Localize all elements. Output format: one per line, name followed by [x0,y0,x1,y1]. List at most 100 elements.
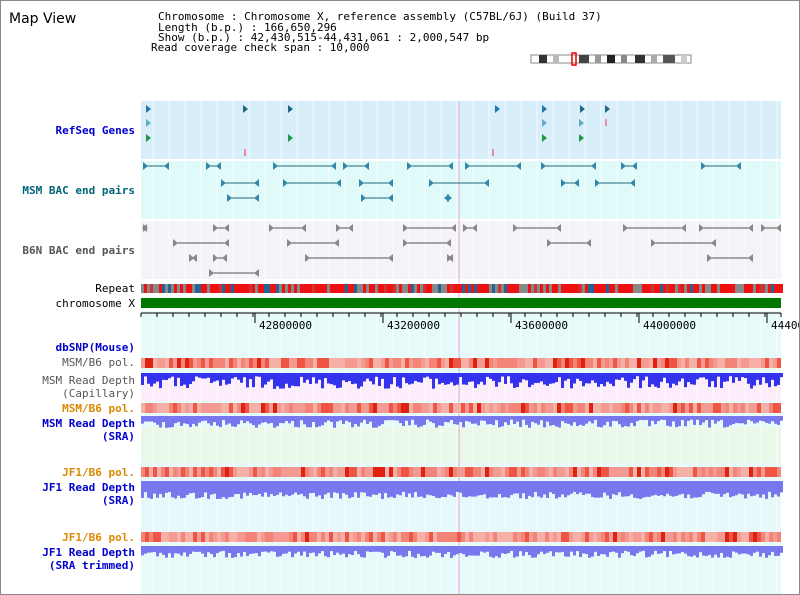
polymorphism-cell [493,358,497,368]
depth-bar [282,481,285,497]
polymorphism-cell [557,403,561,413]
depth-bar [561,373,564,389]
repeat-segment [663,284,666,293]
repeat-segment [462,284,465,293]
depth-bar [468,546,471,556]
depth-bar [714,546,717,555]
bac-end-mark [465,162,470,170]
depth-bar [696,546,699,558]
polymorphism-cell [217,358,221,368]
polymorphism-cell [145,358,149,368]
polymorphism-cell [517,403,521,413]
depth-bar [387,416,390,421]
polymorphism-cell [425,532,429,542]
depth-bar [696,373,699,380]
polymorphism-cell [525,403,529,413]
depth-bar [687,481,690,495]
polymorphism-cell [753,532,757,542]
track-label-refseq[interactable]: RefSeq Genes [55,124,135,137]
depth-bar [591,481,594,497]
track-label-msm-bac[interactable]: MSM BAC end pairs [22,184,135,197]
polymorphism-cell [353,358,357,368]
depth-bar [516,481,519,494]
repeat-segment [675,284,678,293]
polymorphism-cell [257,358,261,368]
depth-bar [396,481,399,495]
depth-bar [339,481,342,499]
depth-bar [474,481,477,497]
depth-bar [618,546,621,558]
polymorphism-cell [345,467,349,477]
depth-bar [420,373,423,383]
polymorphism-cell [705,532,709,542]
depth-bar [264,546,267,552]
depth-bar [273,373,276,389]
depth-bar [216,546,219,554]
refseq-gene-mark [244,149,246,156]
repeat-segment [732,284,735,293]
polymorphism-cell [561,403,565,413]
track-label-b6n-bac[interactable]: B6N BAC end pairs [22,244,135,257]
depth-bar [720,546,723,553]
show-range-info: Show (b.p.) : 42,430,515-44,431,061 : 2,… [158,31,490,44]
depth-bar [288,546,291,552]
polymorphism-cell [273,467,277,477]
depth-bar [369,416,372,422]
depth-bar [318,373,321,380]
polymorphism-cell [309,467,313,477]
polymorphism-cell [341,403,345,413]
depth-bar [246,416,249,422]
polymorphism-cell [549,467,553,477]
depth-bar [330,546,333,552]
depth-bar [708,416,711,428]
bac-end-mark [222,254,227,262]
repeat-segment [339,284,342,293]
depth-bar [171,481,174,498]
polymorphism-cell [181,532,185,542]
depth-bar [234,416,237,427]
depth-bar [627,373,630,388]
depth-bar [687,416,690,421]
depth-bar [237,546,240,554]
depth-bar [336,373,339,389]
depth-bar [297,416,300,428]
polymorphism-cell [229,403,233,413]
depth-bar [246,373,249,388]
depth-bar [522,481,525,494]
polymorphism-cell [581,403,585,413]
depth-bar [702,416,705,423]
depth-bar [669,546,672,552]
depth-bar [495,481,498,498]
polymorphism-cell [365,403,369,413]
depth-bar [657,416,660,422]
polymorphism-cell [365,467,369,477]
depth-bar [192,416,195,424]
polymorphism-cell [353,403,357,413]
depth-bar [234,373,237,378]
depth-bar [390,373,393,385]
polymorphism-cell [173,532,177,542]
ideogram-current-region [571,52,577,66]
polymorphism-cell [629,358,633,368]
polymorphism-cell [273,532,277,542]
polymorphism-cell [277,532,281,542]
polymorphism-cell [241,403,245,413]
depth-bar [375,481,378,495]
depth-bar [507,546,510,554]
polymorphism-cell [393,403,397,413]
polymorphism-cell [693,467,697,477]
depth-bar [585,416,588,424]
depth-bar [735,373,738,378]
repeat-segment [216,284,219,293]
track-label-dbsnp[interactable]: dbSNP(Mouse) [55,341,135,354]
polymorphism-cell [281,467,285,477]
polymorphism-cell [713,403,717,413]
depth-bar [651,481,654,496]
polymorphism-cell [725,532,729,542]
polymorphism-cell [553,358,557,368]
depth-bar [426,373,429,377]
depth-bar [489,373,492,379]
bac-end-mark [192,254,197,262]
